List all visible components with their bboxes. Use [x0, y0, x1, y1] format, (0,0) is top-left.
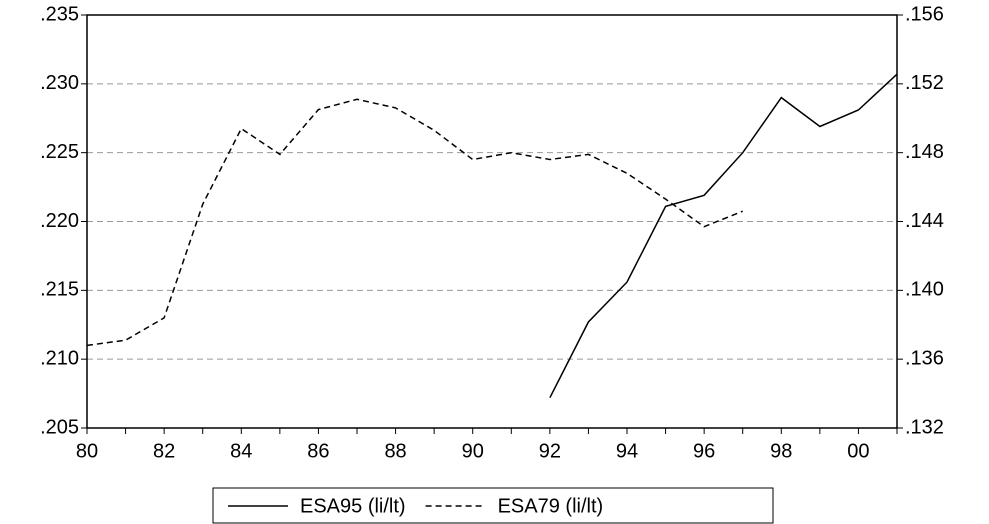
- y-tick-label: .235: [40, 3, 79, 25]
- y-tick-label: .220: [40, 210, 79, 232]
- x-tick-label: 84: [230, 440, 252, 462]
- legend: ESA95 (li/lt) ESA79 (li/lt): [212, 487, 774, 524]
- y-tick-label: .215: [40, 279, 79, 301]
- x-tick-label: 96: [693, 440, 715, 462]
- y-tick-label: .225: [40, 141, 79, 163]
- legend-label: ESA79 (li/lt): [498, 495, 604, 517]
- series-line: [86, 98, 743, 347]
- x-tick-label: 00: [847, 440, 869, 462]
- x-tick-label: 88: [384, 440, 406, 462]
- legend-label: ESA95 (li/lt): [300, 495, 406, 517]
- y2-tick-label: .152: [905, 72, 944, 94]
- y-tick-label: .210: [40, 347, 79, 369]
- y2-tick-label: .144: [905, 210, 944, 232]
- x-tick-label: 90: [462, 440, 484, 462]
- x-tick-label: 82: [153, 440, 175, 462]
- x-tick-label: 92: [539, 440, 561, 462]
- x-tick-label: 80: [76, 440, 98, 462]
- y2-tick-label: .136: [905, 347, 944, 369]
- y2-tick-label: .148: [905, 141, 944, 163]
- y2-tick-label: .140: [905, 279, 944, 301]
- x-tick-label: 86: [307, 440, 329, 462]
- y-tick-label: .205: [40, 416, 79, 438]
- series-line: [549, 73, 898, 399]
- x-tick-label: 94: [616, 440, 638, 462]
- y2-tick-label: .132: [905, 416, 944, 438]
- legend-box: [212, 487, 774, 524]
- y-tick-label: .230: [40, 72, 79, 94]
- plot-frame: [86, 14, 898, 429]
- x-tick-label: 98: [770, 440, 792, 462]
- y2-tick-label: .156: [905, 3, 944, 25]
